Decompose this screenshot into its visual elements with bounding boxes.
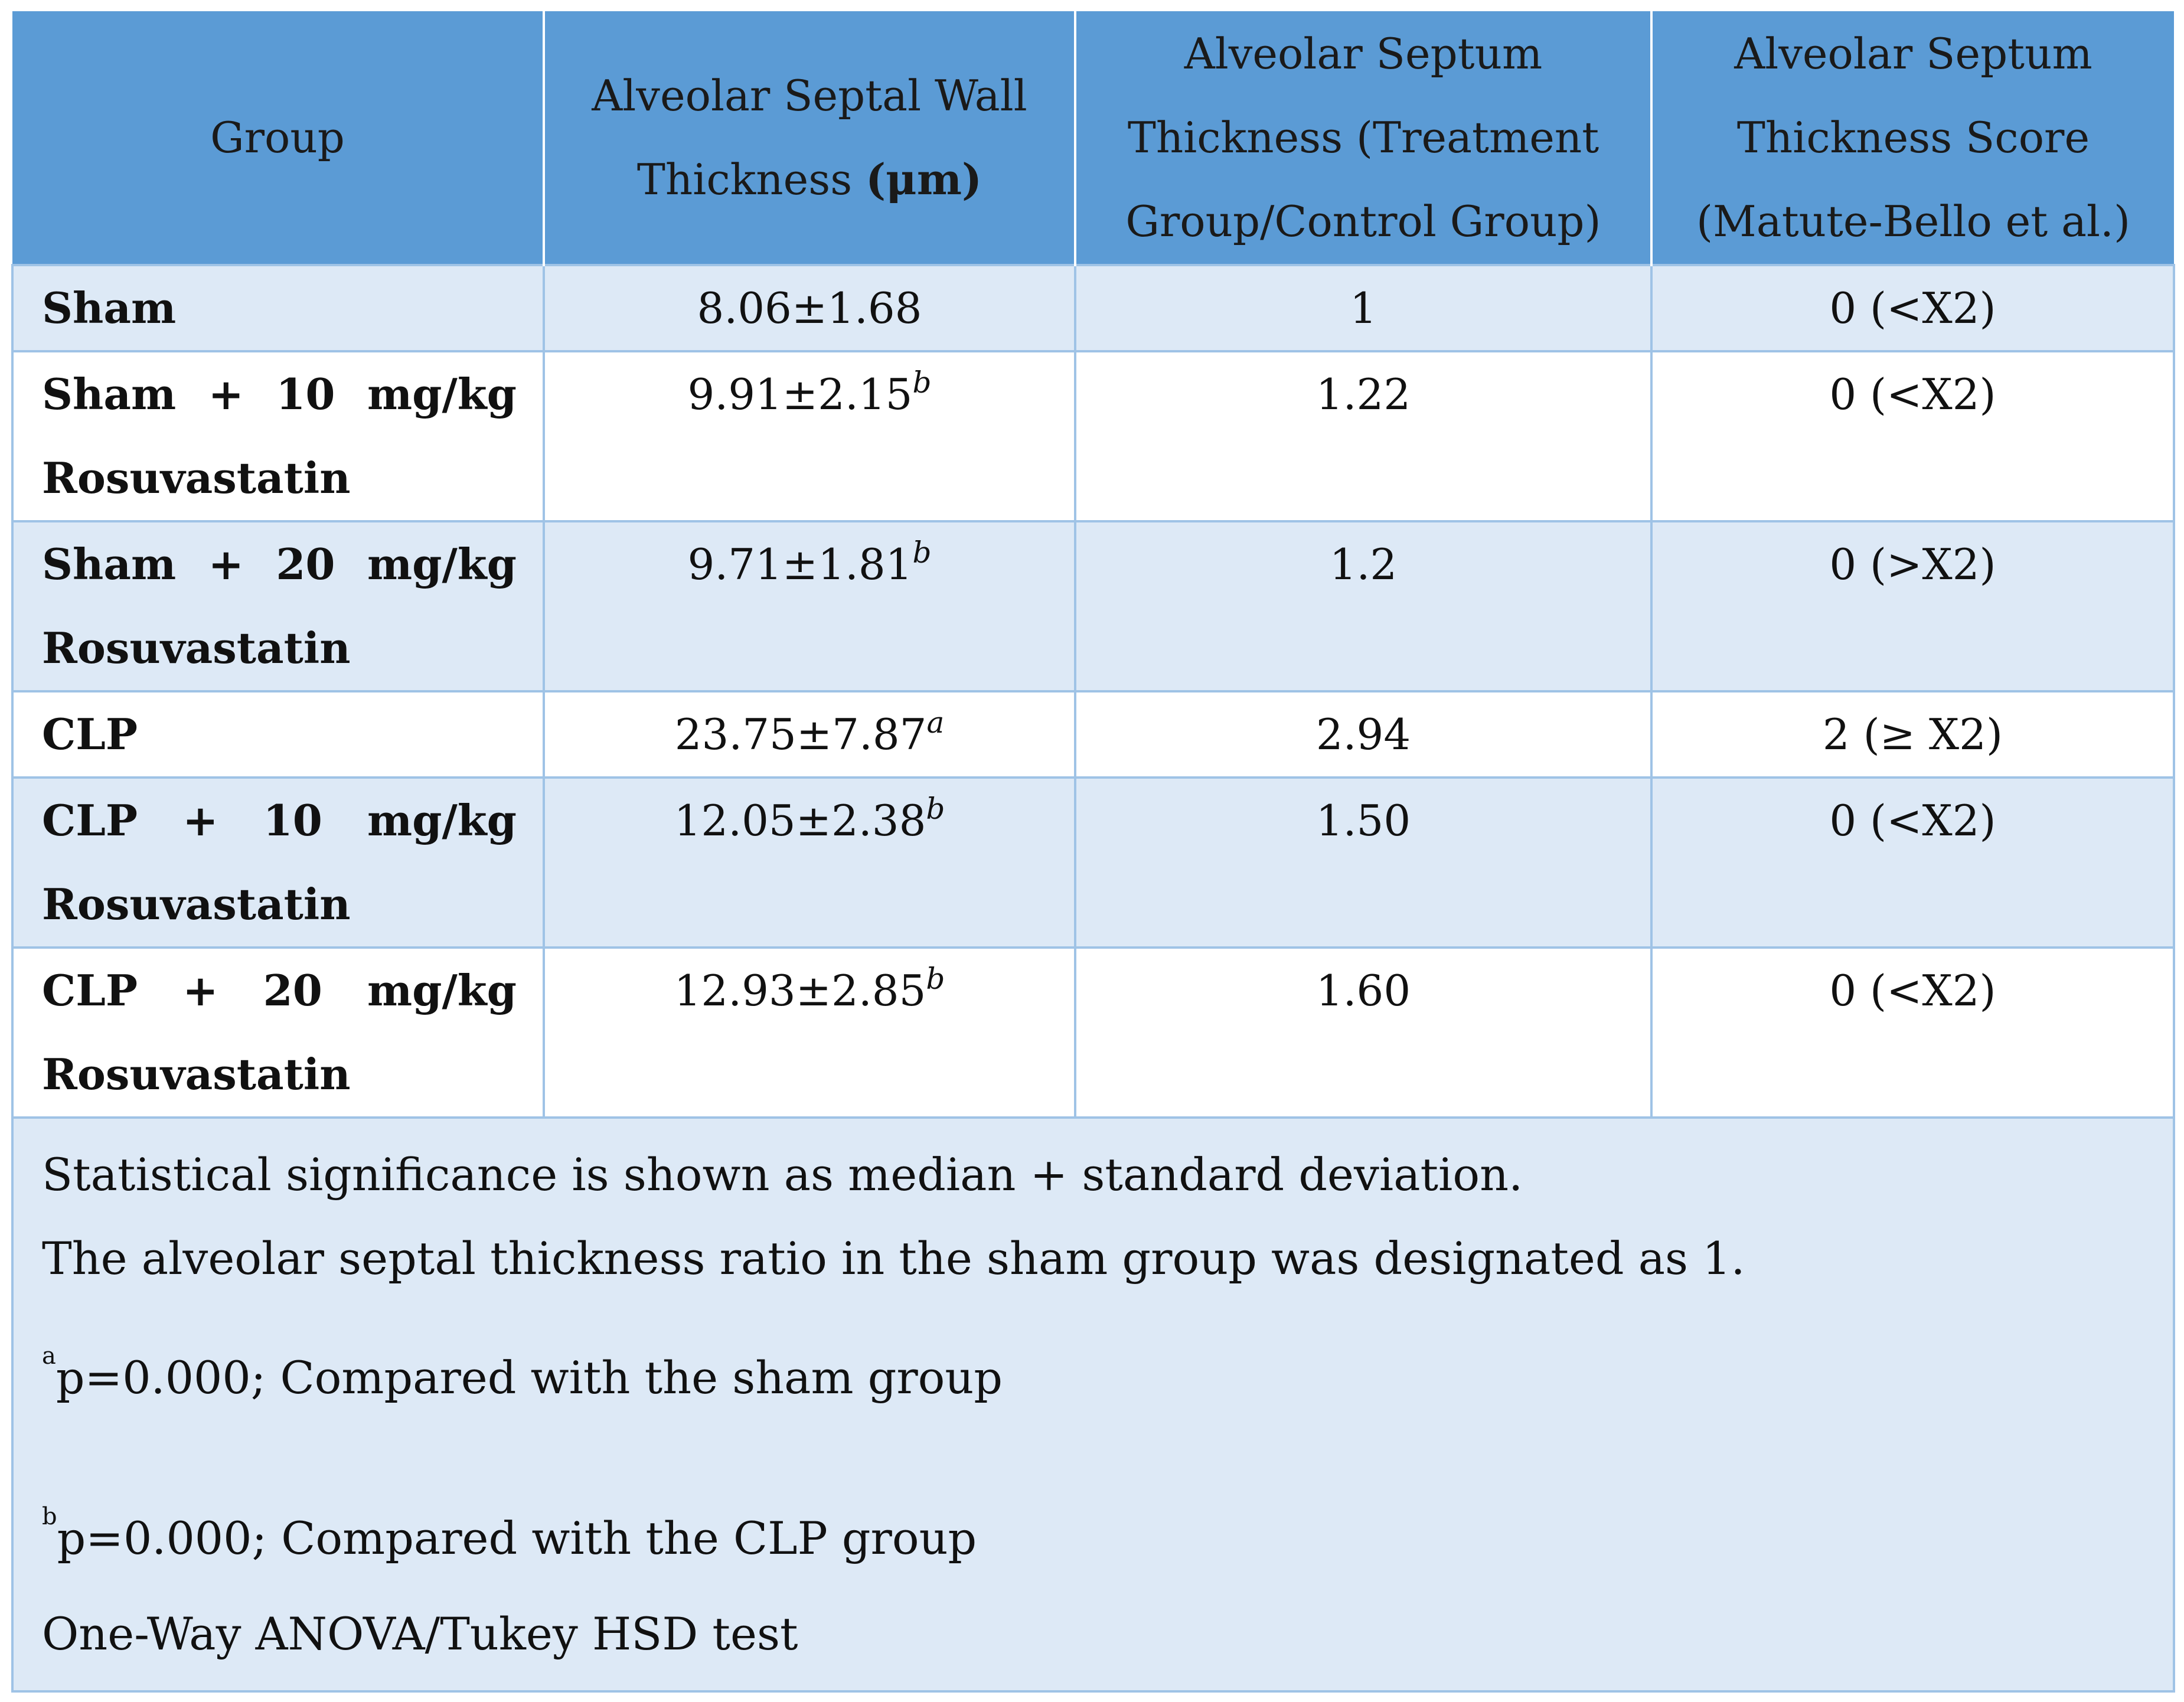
table-row: CLP +20 mg/kg Rosuvastatin 12.93±2.85b 1.60 0 …: [11, 946, 2175, 1119]
cell-thickness-score: 0 (<X2): [1650, 776, 2175, 949]
group-name: Sham: [42, 283, 177, 333]
cell-group: Sham: [11, 264, 545, 352]
group-word: +: [182, 795, 218, 845]
group-word: mg/kg: [367, 369, 517, 419]
group-word: CLP: [42, 965, 138, 1015]
wall-thickness-value: 12.05±2.38: [674, 796, 926, 845]
note-test: One-Way ANOVA/Tukey HSD test: [42, 1608, 798, 1660]
cell-group: CLP: [11, 690, 545, 779]
significance-mark: b: [926, 792, 945, 826]
table-row: Sham +10 mg/kg Rosuvastatin 9.91±2.15b 1.22 0 …: [11, 350, 2175, 522]
group-name: CLP: [42, 709, 138, 759]
wall-thickness-value: 23.75±7.87: [674, 710, 927, 759]
cell-thickness-ratio: 1.22: [1074, 350, 1653, 522]
footnote-a-text: p=0.000; Compared with the sham group: [56, 1351, 1003, 1404]
group-drug-line: Rosuvastatin: [42, 879, 351, 929]
group-word: Sham: [42, 369, 177, 419]
footnote-b-mark: b: [42, 1503, 57, 1530]
cell-wall-thickness: 9.71±1.81b: [543, 520, 1076, 692]
cell-group: Sham +10 mg/kg Rosuvastatin: [11, 350, 545, 522]
footnote-a-mark: a: [42, 1342, 56, 1370]
cell-thickness-score: 0 (<X2): [1650, 264, 2175, 352]
table-notes: Statistical significance is shown as med…: [11, 1116, 2175, 1693]
footnote-b: bp=0.000; Compared with the CLP group: [42, 1497, 2144, 1580]
group-word: mg/kg: [367, 965, 517, 1015]
significance-mark: b: [926, 962, 945, 996]
table-body: Sham 8.06±1.68 1 0 (<X2) Sham +10 mg/kg Rosuvas…: [11, 264, 2175, 1119]
significance-mark: b: [912, 535, 932, 570]
header-thickness-score: Alveolar Septum Thickness Score (Matute-…: [1650, 11, 2174, 265]
header-group: Group: [12, 11, 544, 265]
table-row: CLP +10 mg/kg Rosuvastatin 12.05±2.38b 1.50 0 …: [11, 776, 2175, 949]
wall-thickness-value: 9.91±2.15: [687, 370, 913, 419]
group-drug-line: Rosuvastatin: [42, 1049, 351, 1099]
note-statistics: Statistical significance is shown as med…: [42, 1148, 1523, 1201]
group-word: CLP: [42, 795, 138, 845]
group-word: +: [208, 539, 244, 589]
cell-thickness-ratio: 1.2: [1074, 520, 1653, 692]
group-word: 10: [276, 369, 335, 419]
wall-thickness-value: 8.06±1.68: [697, 283, 922, 333]
group-dose-line: Sham +10 mg/kg: [42, 352, 517, 436]
results-table: Group Alveolar Septal Wall Thickness (μm…: [11, 11, 2175, 1693]
table-row: CLP 23.75±7.87a 2.94 2 (≥ X2): [11, 690, 2175, 779]
notes-row: Statistical significance is shown as med…: [11, 1116, 2175, 1693]
cell-thickness-score: 0 (<X2): [1650, 946, 2175, 1119]
group-dose-line: Sham +20 mg/kg: [42, 522, 517, 606]
group-word: mg/kg: [367, 539, 517, 589]
cell-thickness-ratio: 1.50: [1074, 776, 1653, 949]
cell-thickness-ratio: 1.60: [1074, 946, 1653, 1119]
significance-mark: a: [926, 705, 945, 740]
group-word: 20: [263, 965, 322, 1015]
cell-group: CLP +20 mg/kg Rosuvastatin: [11, 946, 545, 1119]
cell-thickness-score: 2 (≥ X2): [1650, 690, 2175, 779]
cell-group: Sham +20 mg/kg Rosuvastatin: [11, 520, 545, 692]
header-row: Group Alveolar Septal Wall Thickness (μm…: [12, 11, 2174, 265]
wall-thickness-value: 9.71±1.81: [687, 540, 913, 589]
header-unit: (μm): [866, 154, 982, 204]
header-septal-wall-thickness: Alveolar Septal Wall Thickness (μm): [543, 11, 1075, 265]
note-ratio: The alveolar septal thickness ratio in t…: [42, 1232, 1745, 1285]
group-word: 10: [263, 795, 322, 845]
footnote-b-text: p=0.000; Compared with the CLP group: [57, 1512, 977, 1564]
cell-thickness-score: 0 (<X2): [1650, 350, 2175, 522]
cell-wall-thickness: 23.75±7.87a: [543, 690, 1076, 779]
cell-thickness-ratio: 1: [1074, 264, 1653, 352]
group-word: +: [208, 369, 244, 419]
wall-thickness-value: 12.93±2.85: [674, 966, 926, 1015]
group-dose-line: CLP +20 mg/kg: [42, 949, 517, 1033]
group-drug-line: Rosuvastatin: [42, 623, 351, 673]
group-dose-line: CLP +10 mg/kg: [42, 779, 517, 863]
table-row: Sham 8.06±1.68 1 0 (<X2): [11, 264, 2175, 352]
group-word: 20: [276, 539, 335, 589]
significance-mark: b: [912, 365, 932, 400]
group-word: mg/kg: [367, 795, 517, 845]
cell-wall-thickness: 12.05±2.38b: [543, 776, 1076, 949]
cell-thickness-score: 0 (>X2): [1650, 520, 2175, 692]
group-drug-line: Rosuvastatin: [42, 453, 351, 503]
footnote-a: ap=0.000; Compared with the sham group: [42, 1336, 2144, 1420]
cell-wall-thickness: 8.06±1.68: [543, 264, 1076, 352]
cell-wall-thickness: 9.91±2.15b: [543, 350, 1076, 522]
cell-thickness-ratio: 2.94: [1074, 690, 1653, 779]
header-thickness-ratio: Alveolar Septum Thickness (Treatment Gro…: [1074, 11, 1651, 265]
header-septal-wall-thickness-label: Alveolar Septal Wall Thickness: [592, 71, 1027, 204]
group-word: +: [182, 965, 218, 1015]
cell-group: CLP +10 mg/kg Rosuvastatin: [11, 776, 545, 949]
cell-wall-thickness: 12.93±2.85b: [543, 946, 1076, 1119]
table-row: Sham +20 mg/kg Rosuvastatin 9.71±1.81b 1.2 0 (…: [11, 520, 2175, 692]
group-word: Sham: [42, 539, 177, 589]
